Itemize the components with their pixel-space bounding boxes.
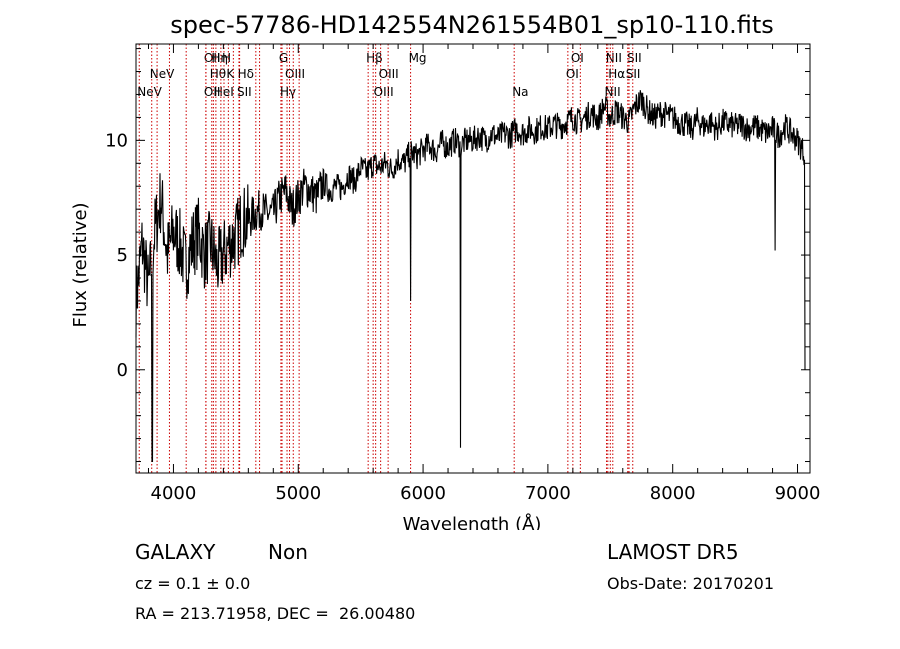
line-label-8: Hθ (210, 67, 226, 81)
line-label-18: G (279, 51, 288, 65)
line-label-20: Hγ (280, 85, 296, 99)
line-label-34: NII (606, 51, 622, 65)
spectrum-line (135, 90, 806, 463)
y-tick-label: 10 (105, 130, 128, 151)
line-label-37: SII (627, 51, 642, 65)
line-label-26: OIII (379, 67, 399, 81)
line-label-35: Hα (608, 67, 625, 81)
line-label-24: Hβ (366, 51, 383, 65)
obs-date: Obs-Date: 20170201 (607, 574, 775, 593)
survey-name: LAMOST DR5 (607, 540, 739, 564)
x-tick-label: 4000 (151, 483, 197, 504)
line-label-9: K (226, 67, 235, 81)
plot-frame (135, 43, 811, 474)
line-label-11: HeI (214, 85, 234, 99)
spectrum-chart: spec-57786-HD142554N261554B01_sp10-110.f… (70, 11, 821, 530)
x-tick-label: 7000 (525, 483, 571, 504)
line-label-0: NeV (137, 85, 162, 99)
line-label-13: SII (237, 85, 252, 99)
x-axis-label: Wavelength (Å) (403, 513, 542, 530)
line-label-38: SII (626, 67, 641, 81)
line-label-7: H (222, 51, 231, 65)
x-tick-label: 6000 (400, 483, 446, 504)
y-tick-label: 5 (117, 245, 128, 266)
object-class: GALAXY (135, 540, 216, 564)
line-label-29: Mg (409, 51, 427, 65)
redshift: cz = 0.1 ± 0.0 (135, 574, 251, 593)
y-tick-label: 0 (117, 360, 128, 381)
spectral-line-markers: NeVNeVOIIHηHHθKOIIHeIHδSIIGOIIIHγHβOIIIO… (137, 44, 642, 473)
line-label-27: OIII (374, 85, 394, 99)
coordinates: RA = 213.71958, DEC = 26.00480 (135, 604, 416, 623)
line-label-19: OIII (285, 67, 305, 81)
chart-title: spec-57786-HD142554N261554B01_sp10-110.f… (170, 11, 774, 39)
line-label-31: OI (571, 51, 584, 65)
spectrum-series (135, 90, 806, 463)
x-tick-label: 9000 (775, 483, 821, 504)
line-label-1: NeV (150, 67, 175, 81)
line-label-32: OI (566, 67, 579, 81)
x-tick-label: 5000 (275, 483, 321, 504)
object-subclass: Non (268, 540, 308, 564)
line-label-12: Hδ (238, 67, 254, 81)
line-label-30: Na (512, 85, 528, 99)
x-tick-label: 8000 (650, 483, 696, 504)
axes: 4000 5000 6000 7000 8000 9000 0 5 10 (105, 43, 821, 504)
y-axis-label: Flux (relative) (70, 202, 91, 327)
line-label-10: OII (204, 85, 221, 99)
line-label-36: NII (605, 85, 621, 99)
